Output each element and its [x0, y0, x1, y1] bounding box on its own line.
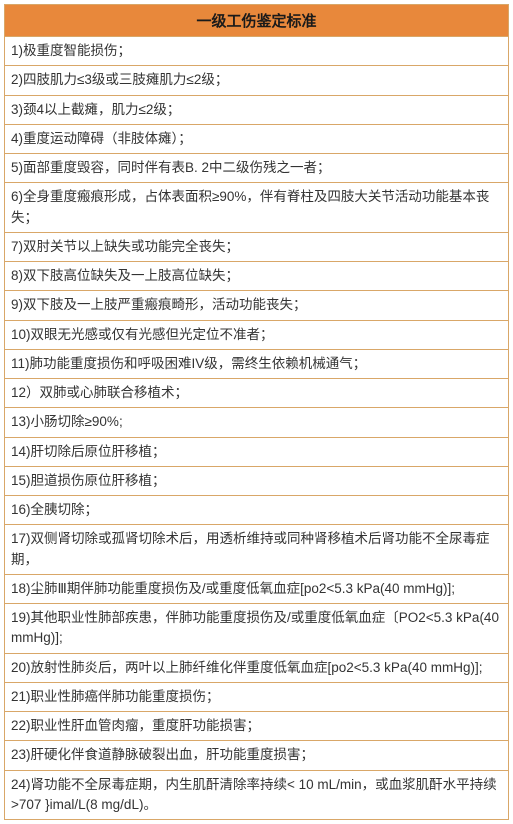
table-row: 3)颈4以上截瘫，肌力≤2级；	[5, 95, 509, 124]
table-row: 1)极重度智能损伤；	[5, 37, 509, 66]
table-row: 11)肺功能重度损伤和呼吸困难IV级，需终生依赖机械通气；	[5, 349, 509, 378]
table-row: 2)四肢肌力≤3级或三肢瘫肌力≤2级；	[5, 66, 509, 95]
table-row: 16)全胰切除；	[5, 496, 509, 525]
table-row: 24)肾功能不全尿毒症期，内生肌酐清除率持续< 10 mL/min，或血浆肌酐水…	[5, 770, 509, 820]
table-title: 一级工伤鉴定标准	[5, 5, 509, 37]
table-row: 7)双肘关节以上缺失或功能完全丧失；	[5, 232, 509, 261]
table-row: 10)双眼无光感或仅有光感但光定位不准者；	[5, 320, 509, 349]
table-row: 19)其他职业性肺部疾患，伴肺功能重度损伤及/或重度低氧血症〔PO2<5.3 k…	[5, 604, 509, 654]
table-row: 14)肝切除后原位肝移植；	[5, 437, 509, 466]
table-body: 1)极重度智能损伤；2)四肢肌力≤3级或三肢瘫肌力≤2级；3)颈4以上截瘫，肌力…	[5, 37, 509, 820]
table-row: 22)职业性肝血管肉瘤，重度肝功能损害；	[5, 712, 509, 741]
table-row: 8)双下肢高位缺失及一上肢高位缺失；	[5, 262, 509, 291]
table-row: 4)重度运动障碍（非肢体瘫）；	[5, 124, 509, 153]
table-row: 12）双肺或心肺联合移植术；	[5, 379, 509, 408]
table-row: 18)尘肺Ⅲ期伴肺功能重度损伤及/或重度低氧血症[po2<5.3 kPa(40 …	[5, 574, 509, 603]
table-row: 20)放射性肺炎后，两叶以上肺纤维化伴重度低氧血症[po2<5.3 kPa(40…	[5, 653, 509, 682]
standards-table: 一级工伤鉴定标准 1)极重度智能损伤；2)四肢肌力≤3级或三肢瘫肌力≤2级；3)…	[4, 4, 509, 820]
table-row: 6)全身重度瘢痕形成，占体表面积≥90%，伴有脊柱及四肢大关节活动功能基本丧失；	[5, 183, 509, 233]
table-row: 5)面部重度毁容，同时伴有表B. 2中二级伤残之一者；	[5, 154, 509, 183]
table-row: 23)肝硬化伴食道静脉破裂出血，肝功能重度损害；	[5, 741, 509, 770]
table-row: 21)职业性肺癌伴肺功能重度损伤；	[5, 682, 509, 711]
table-row: 17)双侧肾切除或孤肾切除术后，用透析维持或同种肾移植术后肾功能不全尿毒症期，	[5, 525, 509, 575]
table-row: 13)小肠切除≥90%;	[5, 408, 509, 437]
table-row: 9)双下肢及一上肢严重瘢痕畸形，活动功能丧失；	[5, 291, 509, 320]
table-row: 15)胆道损伤原位肝移植；	[5, 466, 509, 495]
